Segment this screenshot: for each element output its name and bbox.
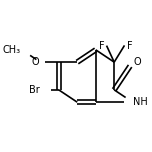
Text: Br: Br [29, 85, 40, 95]
Text: F: F [98, 41, 104, 51]
Text: O: O [133, 57, 141, 67]
Text: F: F [127, 41, 133, 51]
Text: NH: NH [133, 97, 148, 107]
Text: O: O [32, 57, 40, 67]
Text: CH₃: CH₃ [3, 45, 21, 55]
